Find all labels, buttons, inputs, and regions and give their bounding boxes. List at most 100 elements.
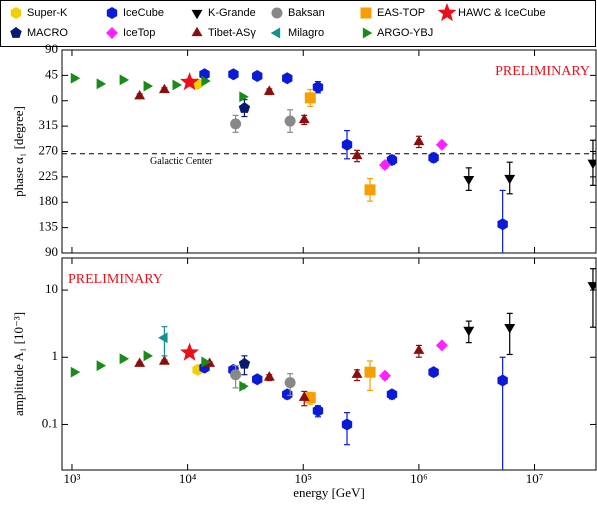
y-tick-label: 0.1: [42, 415, 58, 430]
data-point: [351, 368, 363, 378]
legend-marker: [191, 9, 203, 20]
x-tick-label: 10⁴: [179, 471, 197, 486]
y-tick-label: 225: [39, 168, 59, 183]
legend-marker: [360, 7, 372, 19]
data-point: [239, 380, 249, 392]
data-point: [180, 72, 200, 91]
legend-label: IceTop: [123, 27, 155, 39]
y-axis-label: phase α₁ [degree]: [11, 106, 26, 197]
legend-label: Tibet-ASγ: [208, 27, 256, 39]
legend-label: K-Grande: [208, 7, 256, 19]
data-point: [238, 357, 251, 369]
y-tick-label: 45: [45, 66, 58, 81]
legend-marker: [10, 27, 22, 38]
data-point: [497, 374, 508, 387]
data-point: [413, 344, 425, 354]
legend-label: Baksan: [288, 7, 325, 19]
x-tick-label: 10⁵: [294, 471, 312, 486]
data-point: [312, 404, 324, 417]
data-point: [312, 81, 324, 94]
annotation: PRELIMINARY: [68, 272, 163, 287]
data-point: [497, 218, 508, 231]
data-point: [364, 366, 376, 378]
data-point: [378, 159, 391, 172]
data-point: [378, 369, 391, 382]
data-point: [70, 366, 81, 378]
y-tick-label: 180: [39, 193, 59, 208]
data-point: [341, 138, 353, 151]
data-point: [463, 175, 475, 186]
data-point: [304, 92, 316, 104]
y-tick-label: 10: [45, 281, 58, 296]
data-point: [158, 83, 170, 94]
legend-label: Super-K: [27, 7, 68, 19]
data-point: [587, 282, 596, 292]
x-tick-label: 10⁷: [526, 471, 544, 486]
y-tick-label: 90: [45, 41, 58, 56]
plot-frame: [61, 49, 597, 254]
data-point: [435, 339, 448, 352]
data-point: [386, 153, 398, 166]
panel-data: [70, 68, 596, 253]
data-point: [239, 91, 249, 103]
legend-marker: [362, 27, 373, 39]
data-point: [351, 149, 363, 160]
y-tick-label: 1: [52, 348, 59, 363]
legend-label: ARGO-YBJ: [377, 27, 433, 39]
data-point: [298, 391, 310, 401]
legend-label: EAS-TOP: [377, 7, 425, 19]
y-tick-label: 135: [39, 219, 59, 234]
data-point: [463, 326, 475, 337]
legend-marker: [270, 27, 281, 39]
legend-marker: [437, 3, 457, 22]
data-point: [158, 355, 170, 365]
data-point: [298, 113, 310, 124]
data-point: [201, 75, 211, 87]
y-tick-label: 315: [39, 117, 59, 132]
legend-label: HAWC & IceCube: [458, 7, 546, 19]
data-point: [96, 360, 107, 372]
legend-marker: [271, 7, 283, 19]
data-point: [587, 159, 596, 170]
data-point: [504, 174, 516, 185]
data-point: [435, 138, 448, 151]
data-point: [143, 80, 154, 92]
legend-marker: [106, 7, 118, 19]
data-point: [70, 72, 81, 84]
data-point: [282, 72, 293, 85]
data-point: [282, 388, 293, 401]
data-point: [413, 135, 425, 146]
data-point: [263, 371, 275, 381]
x-axis-label: energy [GeV]: [293, 485, 365, 500]
data-point: [134, 357, 146, 367]
data-point: [428, 366, 439, 379]
legend-marker: [106, 27, 118, 39]
data-point: [143, 350, 154, 362]
legend-label: IceCube: [123, 7, 164, 19]
data-point: [252, 69, 263, 82]
data-point: [364, 184, 376, 196]
y-tick-label: 270: [39, 142, 59, 157]
panel-data: [70, 268, 596, 470]
data-point: [284, 115, 296, 127]
data-point: [158, 332, 168, 344]
data-point: [252, 373, 263, 386]
data-point: [180, 342, 200, 361]
data-point: [172, 79, 182, 91]
x-tick-label: 10⁶: [410, 471, 428, 486]
legend-label: Milagro: [288, 27, 324, 39]
data-point: [284, 377, 296, 389]
legend-box: [0, 0, 596, 47]
y-tick-label: 0: [52, 92, 59, 107]
data-point: [428, 151, 439, 164]
data-point: [230, 369, 242, 381]
data-point: [238, 102, 251, 113]
data-point: [263, 85, 275, 95]
data-point: [119, 353, 130, 365]
x-tick-label: 10³: [64, 471, 81, 486]
plot-frame: [61, 257, 597, 471]
data-point: [119, 74, 130, 86]
data-point: [96, 78, 107, 90]
data-point: [201, 356, 211, 368]
legend-label: MACRO: [27, 27, 68, 39]
